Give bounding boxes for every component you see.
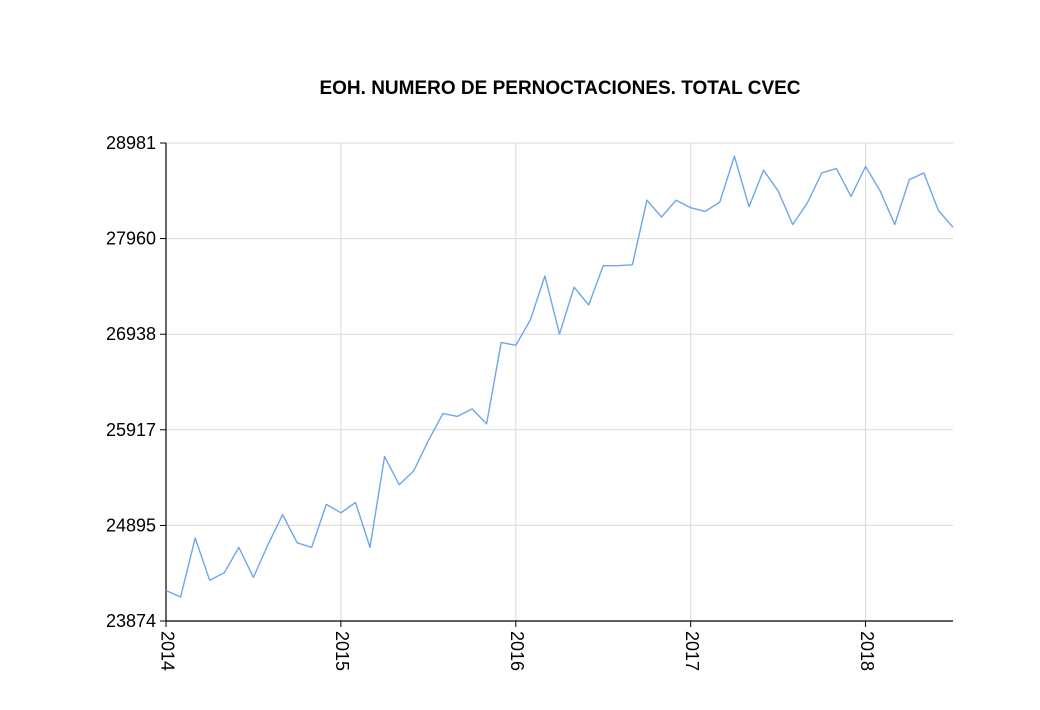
axes xyxy=(160,142,953,627)
x-tick-label: 2017 xyxy=(682,631,702,671)
series-line xyxy=(165,155,954,598)
x-tick-label: 2016 xyxy=(507,631,527,671)
x-tick-label: 2014 xyxy=(157,631,177,671)
x-tick-labels: 2014 2015 2016 2017 2018 xyxy=(157,631,877,671)
chart-title: EOH. NUMERO DE PERNOCTACIONES. TOTAL CVE… xyxy=(319,78,801,99)
x-tick-label: 2015 xyxy=(332,631,352,671)
y-tick-label: 27960 xyxy=(106,229,156,249)
series-layer xyxy=(165,155,954,598)
y-tick-label: 23874 xyxy=(106,611,156,631)
grid-lines xyxy=(166,142,953,621)
x-tick-label: 2018 xyxy=(857,631,877,671)
y-tick-label: 26938 xyxy=(106,324,156,344)
y-tick-labels: 23874 24895 25917 26938 27960 28981 xyxy=(106,133,156,631)
y-tick-label: 25917 xyxy=(106,420,156,440)
y-tick-label: 24895 xyxy=(106,515,156,535)
y-tick-label: 28981 xyxy=(106,133,156,153)
